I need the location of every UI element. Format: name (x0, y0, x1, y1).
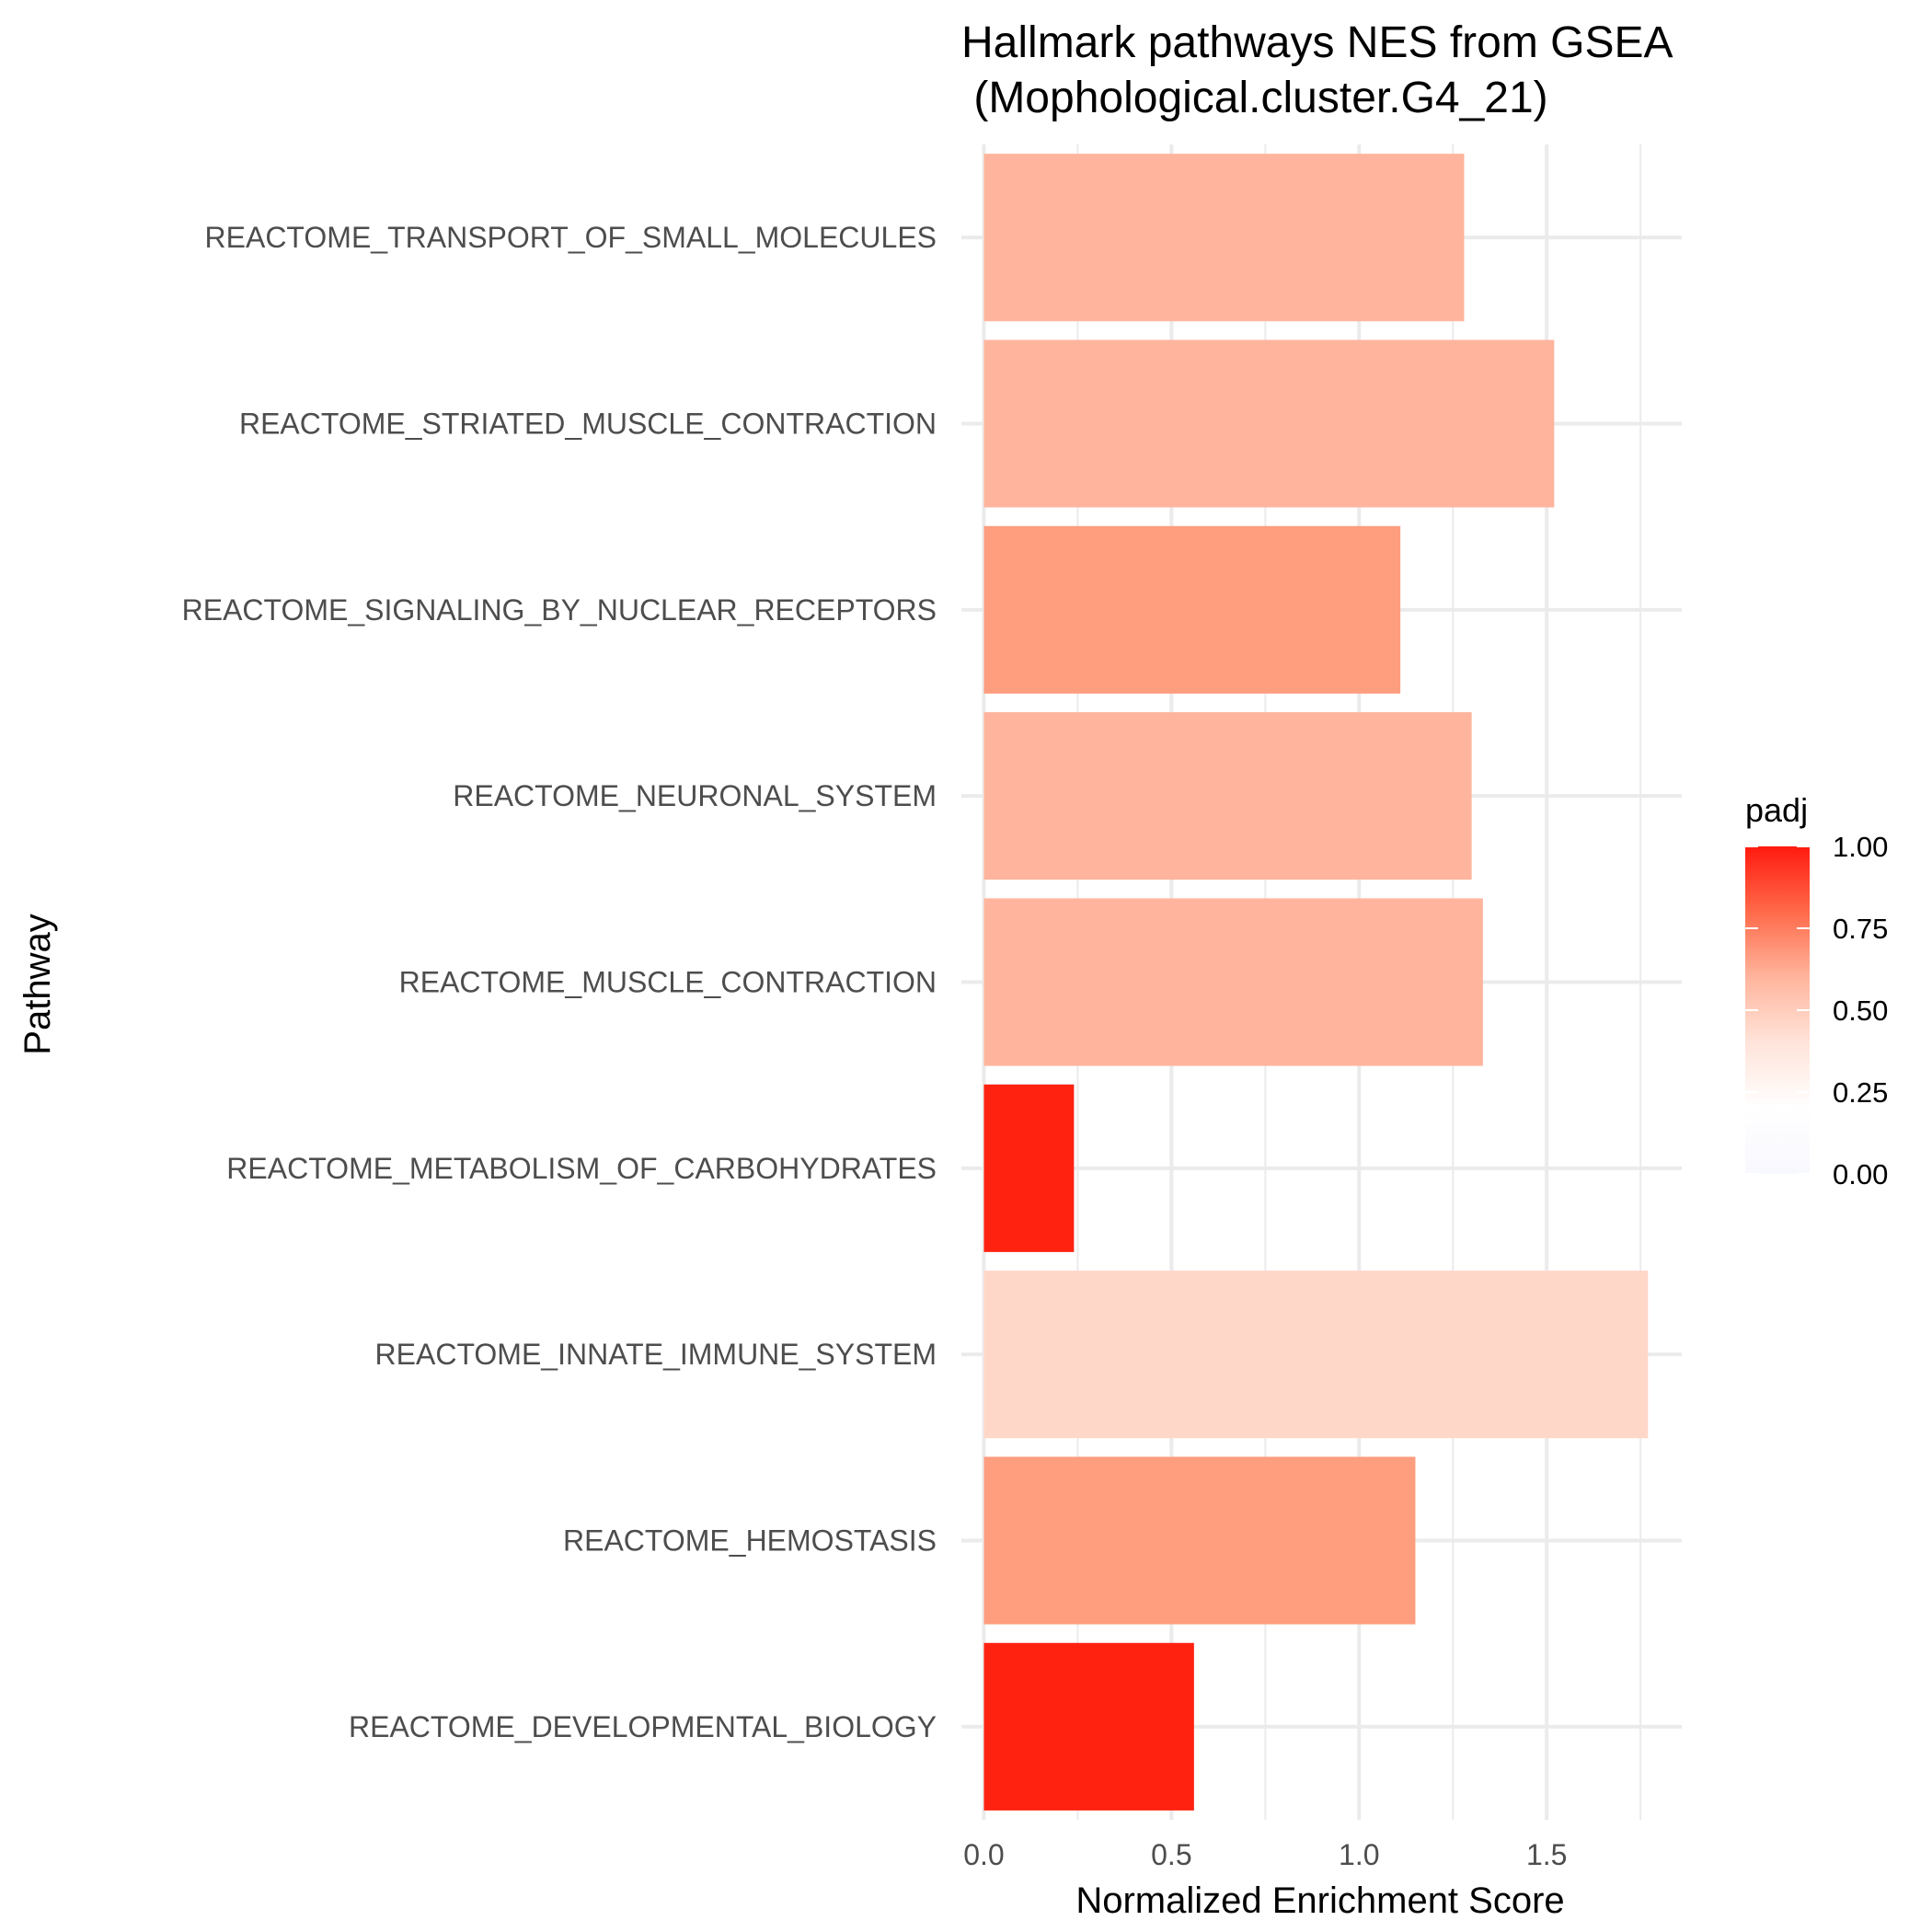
bar (983, 1642, 1194, 1811)
legend-ticks: 1.00 0.75 0.50 0.25 0.00 (1745, 831, 1888, 1190)
bar (983, 712, 1472, 880)
x-axis-title: Normalized Enrichment Score (1075, 1880, 1564, 1921)
legend-title: padj (1745, 791, 1808, 829)
y-tick-label: REACTOME_TRANSPORT_OF_SMALL_MOLECULES (205, 221, 937, 254)
bar (983, 898, 1483, 1066)
x-tick-label: 0.0 (963, 1838, 1004, 1871)
bar (983, 1456, 1416, 1625)
legend-tick-label: 1.00 (1833, 831, 1888, 863)
bar (983, 1084, 1075, 1252)
y-tick-label: REACTOME_SIGNALING_BY_NUCLEAR_RECEPTORS (182, 593, 937, 627)
bar (983, 1271, 1649, 1439)
bar (983, 525, 1401, 694)
legend-tick-label: 0.50 (1833, 995, 1888, 1027)
y-tick-labels: REACTOME_TRANSPORT_OF_SMALL_MOLECULES REA… (182, 221, 937, 1743)
x-tick-label: 1.5 (1526, 1838, 1567, 1871)
legend-tick-label: 0.75 (1833, 913, 1888, 945)
bar (983, 154, 1465, 322)
y-tick-label: REACTOME_NEURONAL_SYSTEM (453, 779, 937, 812)
y-tick-label: REACTOME_MUSCLE_CONTRACTION (399, 966, 937, 999)
y-tick-label: REACTOME_STRIATED_MUSCLE_CONTRACTION (239, 408, 937, 441)
x-tick-label: 0.5 (1151, 1838, 1191, 1871)
legend-tick-label: 0.00 (1833, 1158, 1888, 1190)
bars (983, 154, 1649, 1811)
x-tick-labels: 0.0 0.5 1.0 1.5 (963, 1838, 1567, 1871)
x-tick-label: 1.0 (1339, 1838, 1379, 1871)
y-tick-label: REACTOME_INNATE_IMMUNE_SYSTEM (375, 1338, 937, 1371)
y-tick-label: REACTOME_METABOLISM_OF_CARBOHYDRATES (226, 1152, 937, 1185)
chart-title-line-2: (Mophological.cluster.G4_21) (961, 74, 1548, 122)
bar (983, 339, 1555, 508)
y-axis-title: Pathway (17, 914, 58, 1054)
legend-tick-label: 0.25 (1833, 1076, 1888, 1109)
y-tick-label: REACTOME_DEVELOPMENTAL_BIOLOGY (349, 1710, 937, 1743)
y-tick-label: REACTOME_HEMOSTASIS (563, 1524, 937, 1558)
legend: padj 1.00 0.75 0.50 0.25 0.00 (1745, 791, 1888, 1190)
chart-title-line-1: Hallmark pathways NES from GSEA (961, 18, 1673, 67)
